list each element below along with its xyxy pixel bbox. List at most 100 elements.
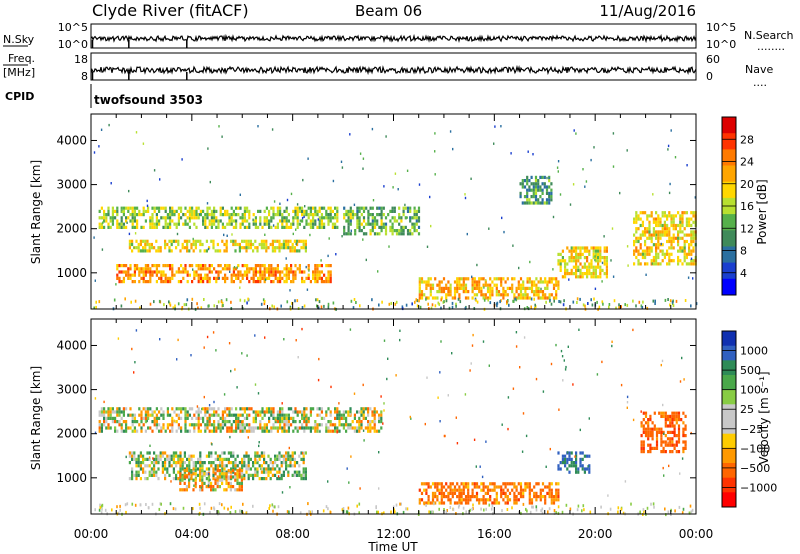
power-cell: [559, 268, 562, 272]
power-cell: [668, 230, 671, 234]
power-cell: [184, 206, 187, 210]
power-cell: [666, 227, 669, 231]
power-cell: [252, 242, 255, 247]
velocity-cell: [373, 413, 376, 417]
power-ground-cell: [475, 298, 477, 302]
power-cell: [657, 230, 660, 234]
velocity-cell: [378, 429, 381, 433]
power-cell: [552, 296, 556, 300]
power-scatter-cell: [532, 153, 534, 156]
velocity-cell: [304, 473, 307, 477]
velocity-cell: [239, 413, 242, 417]
power-ground-cell: [394, 302, 397, 306]
power-cell: [283, 273, 286, 277]
velocity-cell: [677, 430, 681, 434]
power-cell: [153, 225, 156, 229]
velocity-ground-cell: [457, 505, 460, 509]
power-cell: [692, 262, 695, 266]
velocity-cell: [221, 423, 224, 427]
velocity-cell: [504, 501, 507, 505]
power-cell: [147, 264, 150, 268]
velocity-cell: [316, 423, 319, 427]
velocity-cell: [303, 420, 306, 424]
velocity-cell: [172, 461, 175, 465]
velocity-cell: [642, 430, 645, 434]
power-cell: [237, 264, 240, 268]
velocity-cell: [238, 488, 241, 492]
power-cell: [212, 239, 215, 243]
velocity-cell: [493, 498, 496, 502]
power-cell: [182, 213, 185, 217]
power-cell: [301, 209, 304, 213]
power-cell: [409, 216, 412, 220]
velocity-cell: [434, 501, 437, 505]
velocity-cell: [280, 473, 283, 477]
power-cell: [668, 233, 671, 237]
velocity-cell: [213, 420, 216, 424]
velocity-cell: [345, 429, 348, 433]
power-cell: [594, 265, 597, 269]
velocity-cell: [135, 470, 138, 474]
power-cell: [451, 296, 454, 300]
velocity-cell: [254, 413, 257, 417]
velocity-cell: [239, 420, 242, 424]
power-cell: [579, 268, 582, 272]
power-scatter-cell: [295, 228, 297, 231]
power-cell: [568, 256, 571, 260]
velocity-cell: [206, 407, 209, 411]
velocity-cell: [579, 457, 582, 461]
velocity-cell: [205, 485, 208, 489]
velocity-cell: [221, 451, 224, 455]
power-cell: [204, 225, 207, 229]
velocity-cell: [203, 481, 206, 485]
velocity-cell: [380, 426, 383, 430]
power-cell: [327, 213, 330, 217]
velocity-cell: [425, 488, 428, 492]
power-cell: [528, 286, 531, 290]
power-cell: [449, 290, 452, 294]
velocity-cell: [215, 410, 218, 414]
velocity-ground-cell: [99, 506, 102, 510]
power-cell: [135, 239, 138, 243]
velocity-scatter-cell: [522, 412, 525, 415]
velocity-cell: [336, 413, 339, 417]
velocity-cell: [179, 467, 182, 471]
velocity-cell: [257, 410, 260, 414]
velocity-cell: [442, 501, 446, 505]
velocity-cell: [192, 478, 195, 482]
velocity-cell: [342, 423, 345, 427]
power-cell: [523, 185, 527, 189]
velocity-cell: [644, 430, 648, 434]
velocity-cell: [300, 451, 303, 455]
velocity-cell: [114, 429, 117, 433]
velocity-cell: [460, 488, 463, 492]
velocity-cell: [675, 443, 678, 447]
velocity-cell: [137, 454, 140, 458]
power-cell: [655, 246, 658, 250]
power-cell: [663, 252, 666, 256]
power-cell: [672, 227, 675, 231]
velocity-cell: [515, 498, 518, 502]
velocity-cell: [197, 413, 200, 417]
power-cell: [672, 217, 675, 221]
power-cell: [296, 209, 299, 213]
velocity-cell: [495, 501, 498, 505]
velocity-cell: [217, 407, 220, 411]
velocity-cell: [175, 420, 178, 424]
velocity-cell: [153, 461, 156, 465]
velocity-cell: [103, 413, 106, 417]
power-cell: [226, 276, 229, 280]
velocity-ground-cell: [400, 502, 402, 506]
power-cell: [252, 270, 255, 274]
velocity-cell: [278, 457, 281, 461]
station-title: Clyde River (fitACF): [92, 1, 249, 20]
power-cell: [674, 236, 677, 240]
power-cell: [307, 273, 310, 277]
velocity-cell: [254, 470, 257, 474]
power-scatter-cell: [652, 193, 654, 196]
power-cell: [646, 217, 649, 221]
power-cell: [358, 229, 361, 233]
power-cell: [213, 267, 216, 271]
power-cell: [657, 262, 660, 266]
power-cell: [639, 246, 642, 250]
